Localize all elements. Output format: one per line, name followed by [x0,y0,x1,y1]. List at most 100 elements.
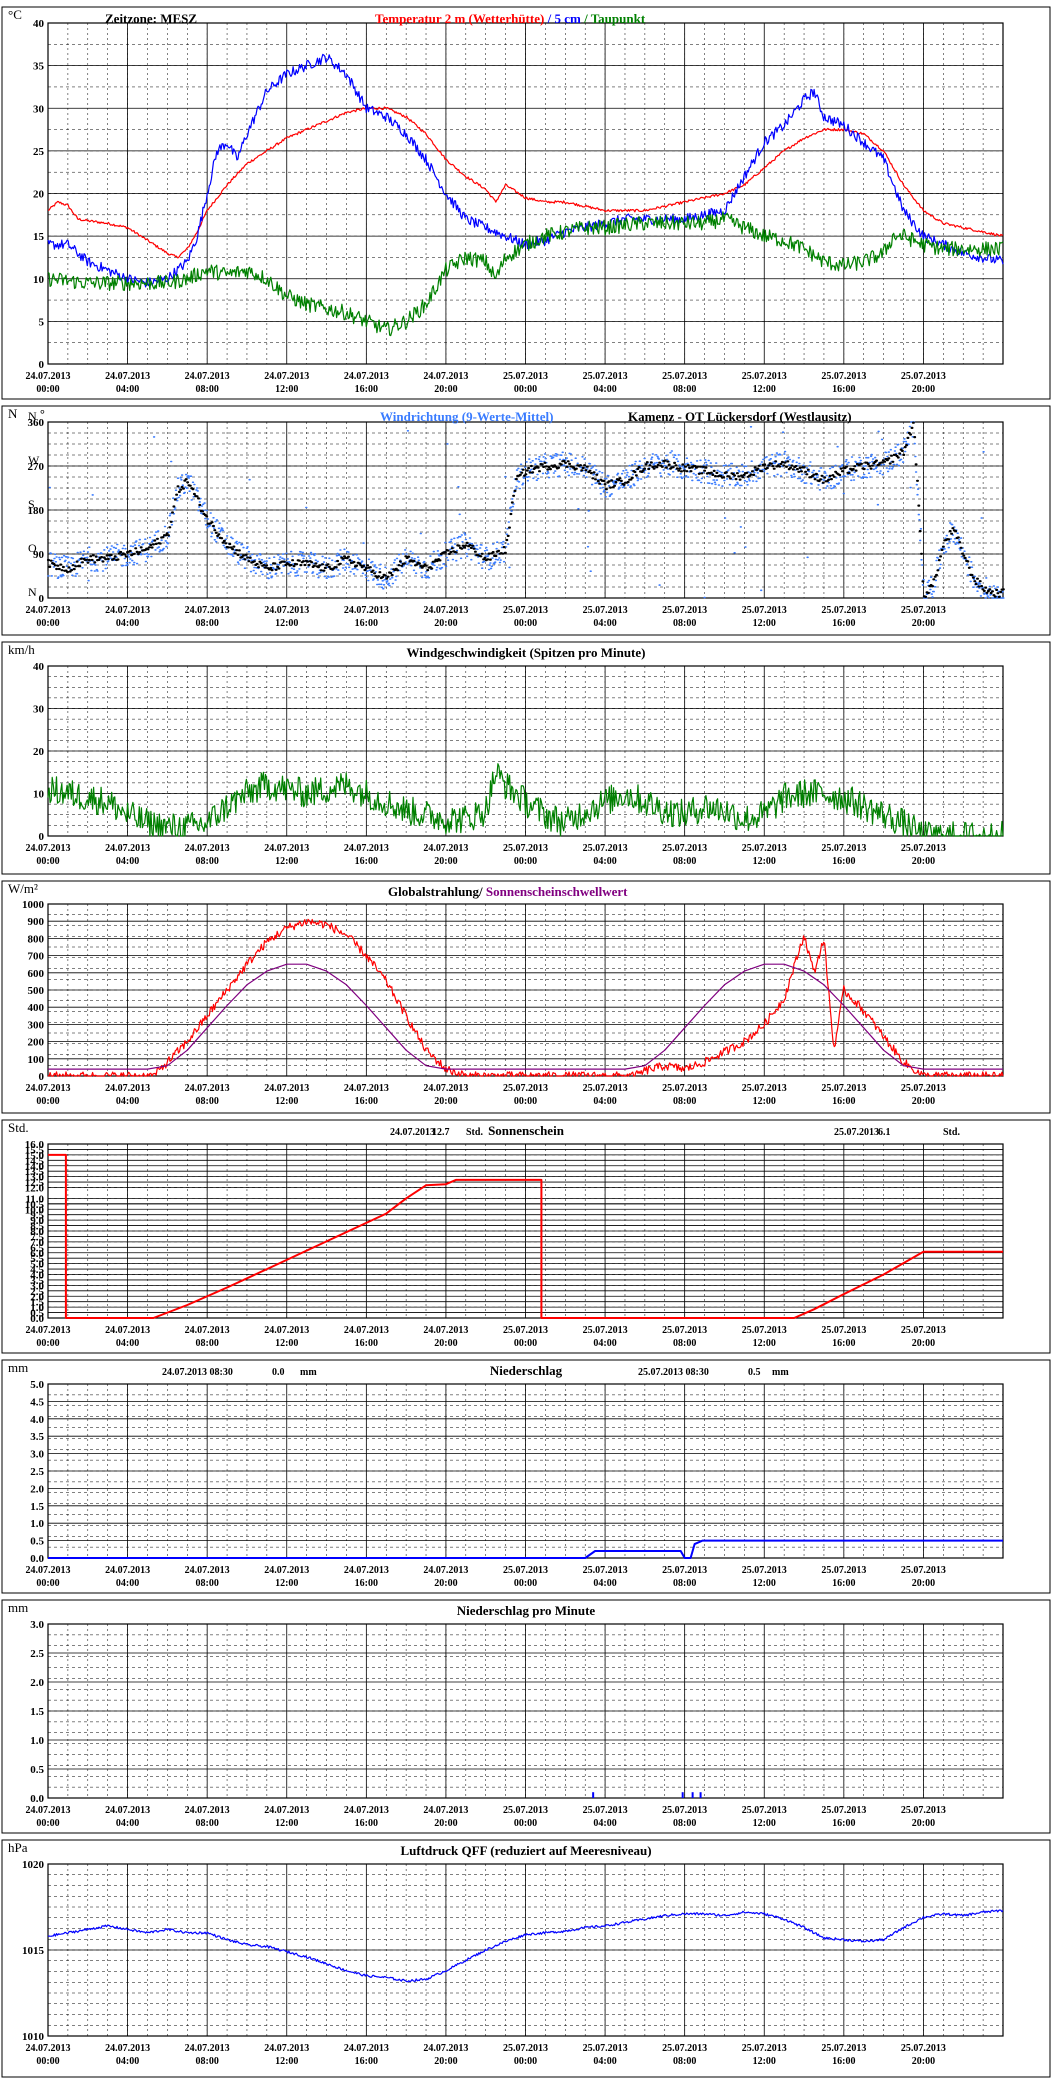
x-tick-time: 04:00 [116,1096,139,1107]
y-tick-label: 0.0 [30,1553,44,1565]
y-tick-label: 4.0 [30,1414,44,1426]
x-tick-date: 24.07.2013 [344,1083,389,1094]
x-tick-time: 04:00 [593,1338,616,1349]
x-tick-time: 12:00 [275,618,298,629]
x-tick-date: 24.07.2013 [26,1325,71,1336]
x-tick-date: 25.07.2013 [821,1083,866,1094]
y-tick-label: 7.5 [30,1231,44,1243]
x-tick-time: 00:00 [36,856,59,867]
y-tick-label: 10.5 [25,1199,45,1211]
series-line-wind_speed-0 [47,763,1004,837]
x-tick-date: 25.07.2013 [503,371,548,382]
x-tick-time: 04:00 [593,2056,616,2067]
y-tick-label: 12.0 [25,1183,45,1195]
chart-title: Sonnenschein [488,1123,565,1138]
x-tick-time: 16:00 [355,1338,378,1349]
y-tick-label: 8.0 [30,1226,44,1238]
x-tick-date: 25.07.2013 [503,1083,548,1094]
x-tick-time: 16:00 [832,1818,855,1829]
x-tick-date: 25.07.2013 [503,843,548,854]
x-tick-time: 12:00 [275,384,298,395]
x-tick-time: 00:00 [514,1818,537,1829]
x-tick-time: 00:00 [514,1578,537,1589]
x-tick-time: 12:00 [275,1096,298,1107]
y-tick-label: 0.5 [30,1308,44,1320]
y-tick-label: 1.5 [30,1297,44,1309]
x-tick-time: 16:00 [832,1578,855,1589]
x-tick-time: 16:00 [355,2056,378,2067]
x-tick-date: 24.07.2013 [185,371,230,382]
summary-unit: mm [772,1367,789,1378]
y-tick-label: 3.0 [30,1449,44,1461]
x-tick-date: 25.07.2013 [901,2043,946,2054]
y-tick-label: 1.5 [30,1706,44,1718]
x-tick-time: 00:00 [36,618,59,629]
y-tick-label: 0.0 [30,1313,44,1325]
y-tick-label: 1.5 [30,1501,44,1513]
y-tick-label: 3.0 [30,1619,44,1631]
y-tick-label: 600 [28,968,45,980]
x-tick-date: 25.07.2013 [821,1565,866,1576]
x-tick-time: 16:00 [355,618,378,629]
x-tick-date: 24.07.2013 [185,2043,230,2054]
x-tick-date: 24.07.2013 [185,1325,230,1336]
x-tick-date: 24.07.2013 [344,2043,389,2054]
x-tick-time: 04:00 [116,384,139,395]
x-tick-time: 12:00 [275,2056,298,2067]
x-tick-date: 24.07.2013 [26,843,71,854]
x-tick-time: 00:00 [36,1338,59,1349]
x-tick-time: 08:00 [673,618,696,629]
compass-label: N [28,409,37,423]
x-tick-time: 12:00 [753,856,776,867]
x-tick-date: 25.07.2013 [742,1565,787,1576]
panel-frame [1,1599,1051,1834]
y-tick-label: 0.5 [30,1764,44,1776]
y-axis-unit: W/m² [8,881,38,896]
y-tick-label: 4.5 [30,1264,44,1276]
x-tick-date: 25.07.2013 [821,1325,866,1336]
x-tick-date: 25.07.2013 [901,1325,946,1336]
x-tick-time: 08:00 [673,384,696,395]
x-tick-date: 24.07.2013 [26,1565,71,1576]
x-tick-time: 04:00 [593,1578,616,1589]
plot-border [47,1863,1004,2037]
x-tick-time: 04:00 [116,618,139,629]
plot-border [47,665,1004,837]
x-tick-date: 24.07.2013 [185,605,230,616]
y-tick-label: 90 [33,549,45,561]
x-tick-date: 24.07.2013 [26,605,71,616]
y-tick-label: 14.5 [25,1155,45,1167]
x-tick-date: 25.07.2013 [901,843,946,854]
x-tick-time: 20:00 [912,856,935,867]
x-tick-time: 04:00 [593,384,616,395]
x-tick-date: 25.07.2013 [662,2043,707,2054]
x-tick-time: 00:00 [36,1096,59,1107]
x-tick-time: 08:00 [673,1578,696,1589]
x-tick-time: 16:00 [355,1818,378,1829]
x-tick-date: 24.07.2013 [264,1805,309,1816]
x-tick-time: 12:00 [753,1578,776,1589]
y-axis-unit: mm [8,1360,28,1375]
chart-title-part: Taupunkt [591,11,646,26]
y-axis-unit: N [8,406,18,421]
chart-title-part: 5 cm [554,11,581,26]
x-tick-time: 16:00 [355,1578,378,1589]
y-tick-label: 9.5 [30,1210,44,1222]
x-tick-time: 08:00 [673,2056,696,2067]
series-line-temperature-0 [47,106,1004,259]
y-tick-label: 20 [33,746,45,758]
x-tick-date: 24.07.2013 [264,371,309,382]
panel-temperature: 0 5 10 15 20 25 30 35 40 °C 24.07.2013 00:00 24.07.2… [1,6,1051,400]
x-tick-time: 12:00 [753,384,776,395]
x-tick-date: 25.07.2013 [821,1805,866,1816]
x-tick-time: 12:00 [275,1338,298,1349]
y-axis-unit: °C [8,7,22,22]
x-tick-time: 12:00 [753,2056,776,2067]
y-tick-label: 2.5 [30,1648,44,1660]
x-tick-time: 20:00 [912,1578,935,1589]
x-tick-date: 25.07.2013 [742,843,787,854]
y-tick-label: 1015 [22,1945,45,1957]
x-tick-time: 20:00 [912,618,935,629]
x-tick-time: 04:00 [116,1578,139,1589]
